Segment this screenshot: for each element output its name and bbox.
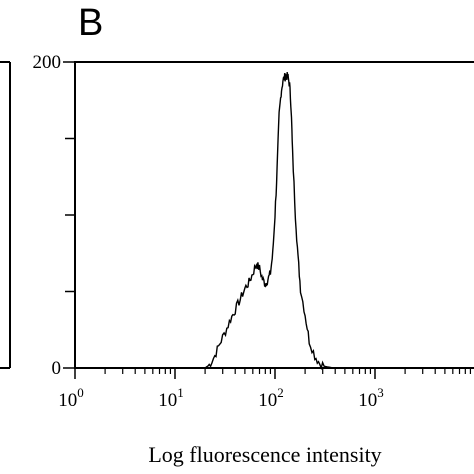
x-axis-label: Log fluorescence intensity [148,442,381,467]
histogram-series-line [204,71,334,371]
x-tick-base: 10 [358,390,377,411]
panel-label: B [78,2,104,44]
left-panel-edge [0,61,11,369]
y-tick-label: 200 [33,52,62,73]
x-axis: 100 101 102 103 [58,368,472,411]
x-tick-exponent: 2 [277,385,284,400]
x-tick-exponent: 3 [377,385,384,400]
y-tick-label: 0 [52,358,62,379]
x-tick-label: 102 [258,385,284,411]
x-tick-base: 10 [158,390,177,411]
x-tick-exponent: 0 [77,385,84,400]
y-axis: 0 200 [33,52,75,379]
x-tick-exponent: 1 [177,385,184,400]
x-tick-base: 10 [258,390,277,411]
x-tick-label: 101 [158,385,184,411]
x-tick-label: 100 [58,385,84,411]
x-tick-label: 103 [358,385,384,411]
x-tick-base: 10 [58,390,77,411]
